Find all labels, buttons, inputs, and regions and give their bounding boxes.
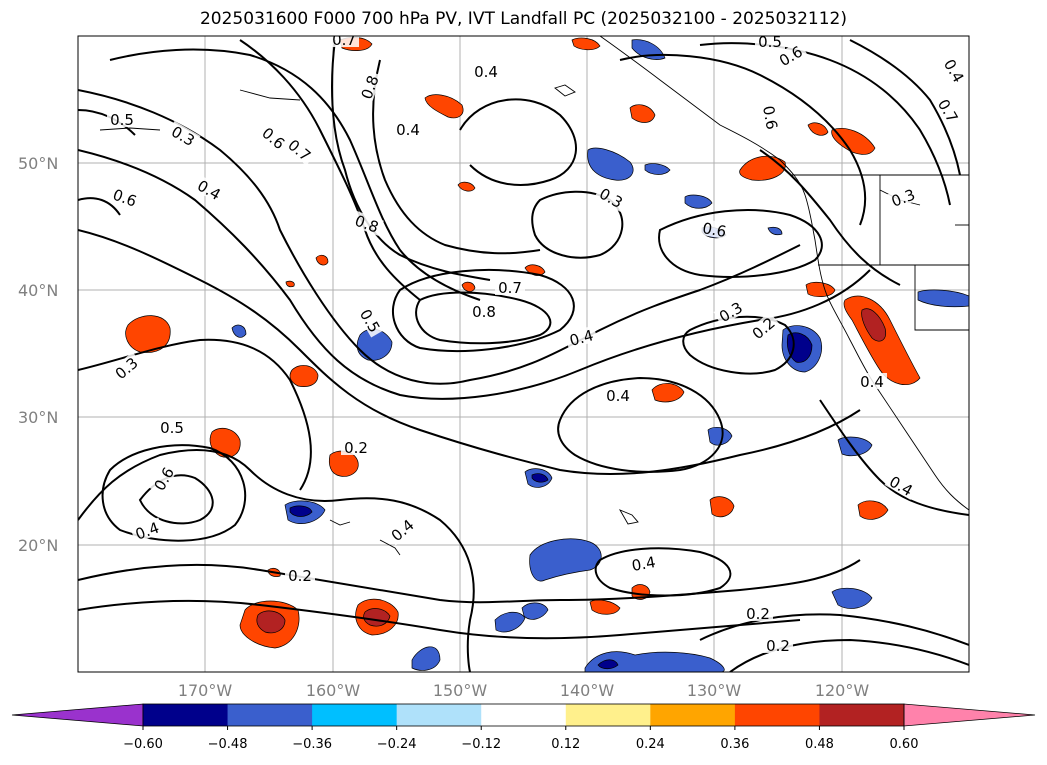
contour-label-bg (469, 303, 499, 319)
graticule (78, 36, 969, 672)
contour-label: 0.2 (766, 637, 790, 655)
lon-label-120w: 120°W (815, 681, 870, 700)
colorbar-ticks: −0.60 −0.48 −0.36 −0.24 −0.12 0.12 0.24 0.36 0.4… (123, 726, 918, 752)
contour-label: 0.7 (332, 31, 356, 49)
colorbar-tick-label: −0.60 (123, 737, 163, 752)
contour-label: 0.7 (498, 279, 522, 297)
latitude-labels: 50°N 40°N 30°N 20°N (18, 154, 58, 555)
contour-label-bg (934, 93, 964, 128)
contour-label-bg (166, 120, 201, 150)
lon-label-140w: 140°W (560, 681, 615, 700)
contour-label-bg (329, 36, 359, 47)
contour-label: 0.5 (758, 33, 782, 51)
contour-label: 0.2 (344, 439, 368, 457)
contour-label-bg (746, 311, 780, 344)
contour-label-bg (698, 218, 731, 240)
longitude-labels: 170°W 160°W 150°W 140°W 130°W 120°W (178, 681, 870, 700)
contour-label: 0.4 (860, 373, 884, 391)
lon-label-150w: 150°W (433, 681, 488, 700)
contour-label: 0.2 (288, 567, 312, 585)
contour-label-bg (857, 373, 887, 389)
colorbar-tick-label: 0.60 (890, 737, 919, 752)
contour-label: 0.6 (759, 104, 781, 131)
contour-label-bg (356, 70, 382, 104)
contour-label-bg (713, 296, 748, 326)
contour-label-bg (356, 303, 386, 338)
colorbar-segment (819, 704, 905, 726)
contour-label-bg (743, 605, 773, 621)
map-frame (77, 35, 970, 673)
contour-label-bg (148, 461, 178, 496)
contour-label-bg (763, 637, 793, 653)
contour-label: 0.5 (110, 111, 134, 129)
contour-label: 0.4 (474, 63, 498, 81)
colorbar-extend-high (903, 703, 1036, 727)
contour-label-bg (471, 63, 501, 79)
contour-label: 0.5 (160, 419, 184, 437)
contour-label-bg (564, 325, 598, 349)
contour-label-bg (130, 517, 164, 543)
contour-label-bg (886, 184, 920, 210)
contour-label-bg (157, 419, 187, 435)
colorbar-tick-label: 0.48 (805, 737, 834, 752)
contour-label-bg (627, 552, 660, 574)
lon-label-160w: 160°W (306, 681, 361, 700)
colorbar-segment (481, 704, 567, 726)
lat-label-30n: 30°N (18, 408, 58, 427)
lat-label-50n: 50°N (18, 154, 58, 173)
colorbar-tick-label: −0.24 (377, 737, 417, 752)
colorbar-tick-label: 0.12 (551, 737, 580, 752)
contour-label-bg (385, 513, 419, 546)
coastlines (99, 36, 969, 556)
colorbar-segment (312, 704, 398, 726)
contour-label-bg (283, 133, 317, 166)
contour-label-bg (350, 210, 384, 236)
colorbar-segment (565, 704, 651, 726)
colorbar-tick-label: −0.48 (208, 737, 248, 752)
contour-label-bg (755, 36, 785, 49)
colorbar-segment (396, 704, 482, 726)
lat-label-40n: 40°N (18, 281, 58, 300)
contour-label: 0.8 (472, 303, 496, 321)
contour-labels: 0.50.30.6 0.40.60.70.80.80.40.40.70.60.50… (107, 31, 969, 655)
colorbar-frame (142, 703, 905, 727)
contour-label-bg (108, 184, 142, 210)
contour-label-bg (884, 470, 919, 500)
contour-label-bg (285, 567, 315, 583)
colorbar-segment (143, 704, 229, 726)
colorbar-tick-label: 0.36 (720, 737, 749, 752)
colorbar-segment (650, 704, 736, 726)
contour-label-bg (940, 53, 969, 88)
lon-label-130w: 130°W (687, 681, 742, 700)
contour-label-bg (341, 439, 371, 455)
contour-label-bg (107, 111, 137, 127)
contour-label-bg (495, 279, 525, 295)
lat-label-20n: 20°N (18, 536, 58, 555)
contour-label: 0.4 (630, 553, 657, 575)
contour-label: 0.4 (568, 326, 596, 350)
page-title: 2025031600 F000 700 hPa PV, IVT Landfall… (199, 9, 847, 29)
contour-label: 0.6 (701, 219, 728, 241)
contour-label-bg (760, 101, 782, 134)
colorbar-segment (734, 704, 820, 726)
contour-label-bg (393, 121, 423, 137)
contour-label-bg (594, 182, 629, 212)
lon-label-170w: 170°W (178, 681, 233, 700)
contour-label: 0.2 (746, 605, 770, 623)
colorbar-tick-label: 0.24 (636, 737, 665, 752)
contour-label-bg (257, 121, 291, 154)
contour-label-bg (192, 174, 227, 204)
colorbar (11, 703, 1036, 727)
contour-label: 0.4 (396, 121, 420, 139)
colorbar-tick-label: −0.36 (292, 737, 332, 752)
colorbar-segment (227, 704, 313, 726)
colorbar-extend-low (11, 703, 144, 727)
contour-label-bg (603, 387, 633, 403)
contour-label-bg (773, 40, 808, 70)
colorbar-tick-label: −0.12 (461, 737, 501, 752)
contour-label: 0.4 (606, 387, 630, 405)
contour-label-bg (109, 351, 143, 384)
ivt-shading (125, 37, 969, 672)
